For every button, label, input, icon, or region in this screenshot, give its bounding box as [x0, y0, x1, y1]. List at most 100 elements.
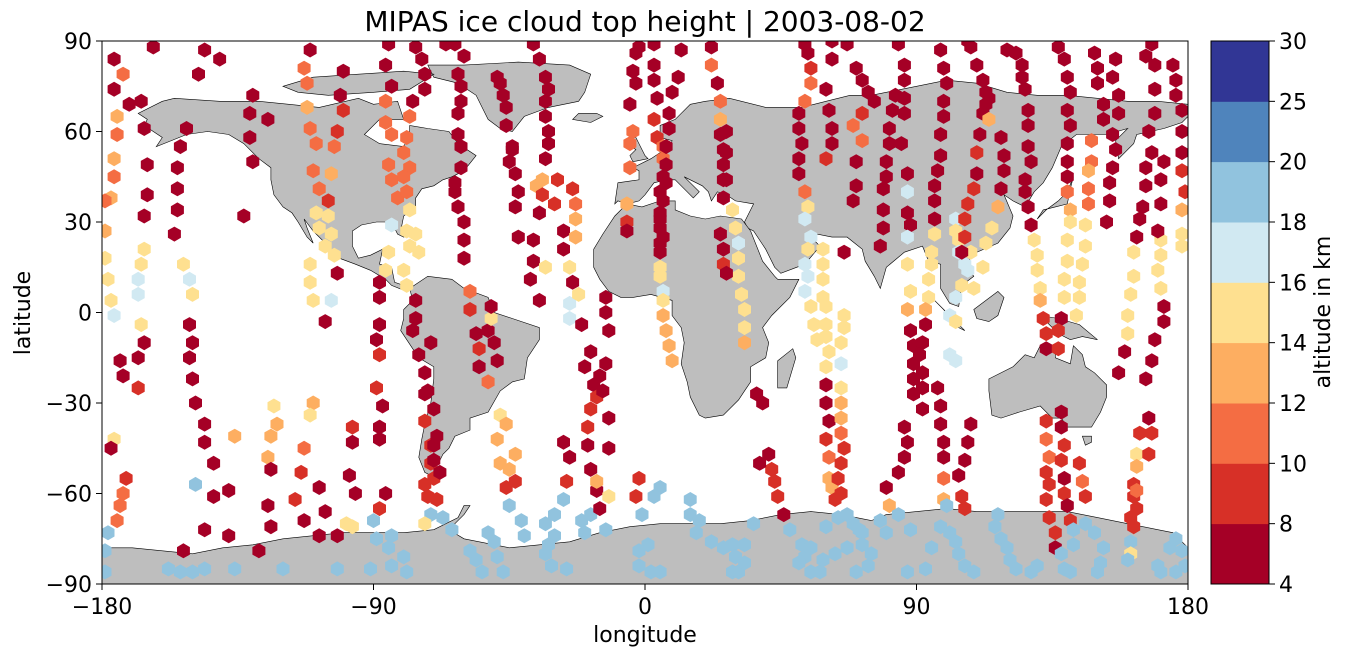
data-point [804, 60, 818, 76]
data-point [665, 84, 679, 100]
data-point [819, 359, 833, 375]
data-point [1175, 226, 1188, 242]
data-point [904, 522, 917, 538]
data-point [704, 57, 718, 73]
data-point [958, 501, 972, 517]
x-tick-label: 180 [1167, 595, 1209, 620]
data-point [131, 286, 145, 302]
data-point [973, 127, 987, 142]
data-point [300, 99, 314, 115]
data-point [771, 489, 785, 504]
data-point [952, 467, 966, 483]
data-point [1063, 118, 1077, 133]
data-point [849, 564, 863, 580]
data-point [318, 314, 332, 330]
data-point [1133, 425, 1147, 441]
data-point [177, 543, 190, 559]
colorbar-tick-label: 14 [1279, 332, 1307, 357]
land-polygon [571, 113, 604, 123]
data-point [1024, 564, 1038, 580]
data-point [1148, 57, 1162, 73]
data-point [475, 564, 489, 580]
data-point [539, 108, 552, 124]
data-point [418, 413, 432, 429]
data-point [487, 335, 501, 351]
data-point [270, 416, 284, 432]
data-point [1042, 510, 1056, 526]
data-point [102, 525, 115, 541]
data-point [756, 395, 770, 411]
data-point [186, 564, 199, 580]
data-point [976, 259, 990, 275]
y-tick-label: −30 [46, 392, 92, 417]
data-point [1069, 308, 1083, 323]
x-tick-label: 0 [638, 595, 652, 620]
data-point [647, 57, 661, 73]
data-point [967, 280, 981, 296]
data-point [982, 111, 996, 127]
data-point [170, 181, 184, 197]
data-point [382, 244, 396, 260]
data-point [1112, 87, 1126, 103]
data-point [373, 431, 386, 447]
data-point [418, 81, 432, 97]
data-point [137, 335, 151, 351]
data-point [1154, 247, 1168, 263]
colorbar-bin [1211, 222, 1269, 283]
data-point [879, 525, 893, 541]
data-point [804, 299, 818, 314]
data-point [620, 196, 634, 212]
data-point [1075, 256, 1089, 272]
data-point [1166, 57, 1180, 73]
data-point [922, 289, 936, 305]
data-point [345, 519, 359, 535]
data-point [321, 208, 335, 224]
data-point [415, 51, 429, 67]
data-point [451, 105, 465, 121]
data-point [716, 172, 730, 188]
data-point [228, 561, 242, 577]
data-point [336, 102, 350, 118]
data-point [726, 202, 739, 218]
data-point [997, 148, 1011, 164]
data-point [370, 531, 383, 547]
data-point [385, 78, 399, 94]
land-polygon [777, 348, 797, 389]
data-point [110, 127, 124, 142]
data-point [454, 93, 468, 109]
data-point [502, 154, 516, 170]
data-point [928, 193, 942, 209]
data-point [792, 121, 806, 136]
data-point [406, 93, 420, 109]
data-point [901, 166, 914, 182]
data-point [490, 549, 504, 565]
data-point [647, 41, 661, 52]
data-point [1078, 489, 1092, 504]
data-point [436, 510, 450, 526]
data-point [928, 178, 942, 194]
data-point [1057, 437, 1071, 453]
data-point [508, 199, 522, 215]
data-point [798, 184, 812, 200]
data-point [584, 401, 598, 417]
data-point [539, 151, 552, 167]
data-point [508, 473, 522, 489]
data-point [102, 543, 112, 559]
data-point [1127, 268, 1141, 284]
data-point [107, 81, 121, 97]
data-point [140, 187, 154, 203]
data-point [451, 199, 465, 215]
data-point [819, 299, 833, 314]
data-point [813, 564, 827, 580]
data-point [539, 69, 552, 85]
data-point [306, 292, 320, 308]
data-point [397, 169, 411, 185]
data-point [777, 507, 791, 523]
data-point [481, 525, 495, 541]
data-point [1066, 537, 1080, 553]
data-point [306, 163, 320, 179]
data-point [1106, 127, 1120, 142]
data-point [403, 202, 417, 218]
data-point [294, 464, 308, 480]
